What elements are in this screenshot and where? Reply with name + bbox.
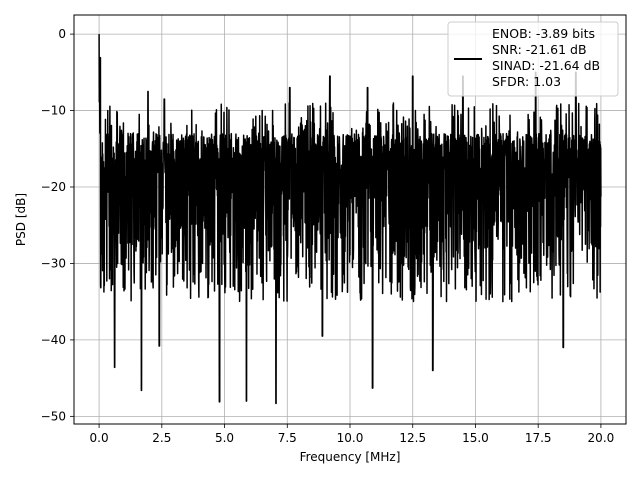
x-tick-label-1: 2.5 [152,431,171,445]
y-tick-label-0: 0 [58,27,66,41]
x-tick-label-4: 10.0 [337,431,364,445]
x-tick-label-3: 7.5 [278,431,297,445]
legend-entry-sinad: SINAD: -21.64 dB [492,58,600,73]
x-tick-label-8: 20.0 [588,431,615,445]
x-tick-label-0: 0.0 [90,431,109,445]
psd-line [98,34,602,405]
y-tick-label-1: −10 [41,104,66,118]
y-tick-label-2: −20 [41,180,66,194]
y-tick-label-4: −40 [41,333,66,347]
legend: ENOB: -3.89 bits SNR: -21.61 dB SINAD: -… [447,21,619,97]
legend-entry-sfdr: SFDR: 1.03 [492,74,561,89]
axis-ticks: 0.0 2.5 5.0 7.5 10.0 12.5 15.0 17.5 20.0 0 −10 −20 −… [41,27,615,445]
legend-entry-snr: SNR: -21.61 dB [492,42,587,57]
y-tick-label-5: −50 [41,409,66,423]
y-tick-label-3: −30 [41,256,66,270]
y-axis-label: PSD [dB] [14,193,28,246]
x-tick-label-5: 12.5 [399,431,426,445]
legend-entry-enob: ENOB: -3.89 bits [492,26,595,41]
series-psd [98,34,602,405]
x-axis-label: Frequency [MHz] [300,450,401,464]
x-tick-label-7: 17.5 [525,431,552,445]
legend-box [447,21,619,97]
x-tick-label-2: 5.0 [215,431,234,445]
x-tick-label-6: 15.0 [462,431,489,445]
